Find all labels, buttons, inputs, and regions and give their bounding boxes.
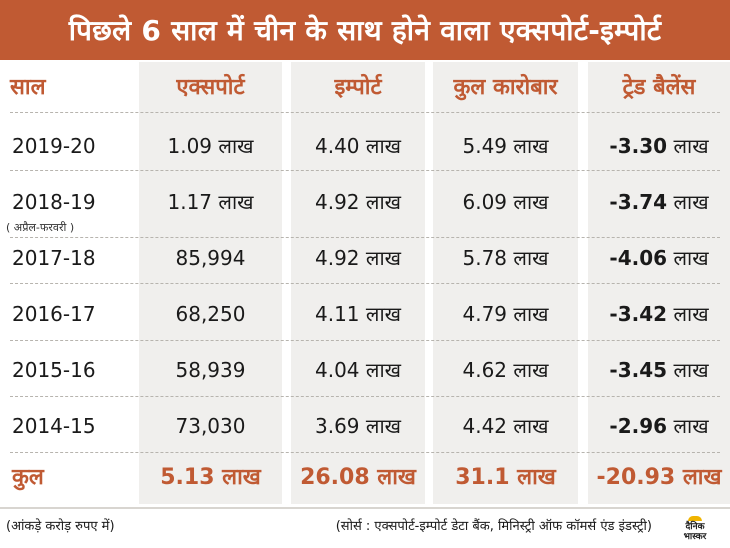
row-trade-balance: -4.06 लाख [588,238,730,278]
row-trade-balance: -3.30 लाख [588,126,730,166]
footer-divider [0,507,730,509]
total-trade-balance: -20.93 लाख [596,465,722,490]
row-year: 2014-15 [12,414,96,438]
row-total-trade: 5.78 लाख [462,246,549,270]
balance-sign: - [609,246,618,270]
balance-unit: लाख [667,134,709,158]
logo-line-2: भास्कर [683,532,707,542]
dainik-bhaskar-logo: दैनिक भास्कर [670,516,720,542]
header-total-trade: कुल कारोबार [453,75,558,100]
header-import: इम्पोर्ट [334,75,382,100]
page-title: पिछले 6 साल में चीन के साथ होने वाला एक्… [0,0,730,60]
unit-note: (आंकड़े करोड़ रुपए में) [6,519,115,534]
row-total-trade: 4.42 लाख [462,414,549,438]
balance-unit: लाख [667,302,709,326]
row-trade-balance: -3.45 लाख [588,350,730,390]
header-year: साल [10,75,46,100]
balance-sign: - [609,190,618,214]
total-trade-sum: 31.1 लाख [455,465,556,490]
balance-sign: - [609,302,618,326]
row-trade-balance: -2.96 लाख [588,406,730,446]
row-total-trade: 5.49 लाख [462,134,549,158]
row-import: 3.69 लाख [315,414,401,438]
total-row: कुल 5.13 लाख 26.08 लाख 31.1 लाख -20.93 ल… [0,451,730,505]
row-year: 2019-20 [12,134,96,158]
row-total-trade: 4.62 लाख [462,358,549,382]
balance-sign: - [609,134,618,158]
row-total-trade: 4.79 लाख [462,302,549,326]
row-trade-balance: -3.42 लाख [588,294,730,334]
balance-value: 3.42 [617,302,668,326]
row-divider [10,396,720,397]
row-divider [10,237,720,238]
row-export: 1.09 लाख [167,134,254,158]
total-import: 26.08 लाख [300,465,416,490]
header-export: एक्सपोर्ट [176,75,245,100]
row-import: 4.11 लाख [315,302,401,326]
logo-line-1: दैनिक [685,522,705,532]
balance-value: 4.06 [617,246,668,270]
row-import: 4.40 लाख [315,134,401,158]
row-year: 2018-19 [12,190,96,214]
balance-unit: लाख [667,246,709,270]
row-year: 2017-18 [12,246,96,270]
total-export: 5.13 लाख [160,465,261,490]
row-export: 85,994 [175,246,246,270]
balance-value: 3.45 [617,358,668,382]
row-year: 2015-16 [12,358,96,382]
row-import: 4.92 लाख [315,246,401,270]
row-export: 73,030 [175,414,246,438]
balance-sign: - [609,414,618,438]
row-trade-balance: -3.74 लाख [588,182,730,222]
row-divider [10,112,720,113]
balance-unit: लाख [667,190,709,214]
row-divider [10,283,720,284]
balance-unit: लाख [667,414,709,438]
balance-value: 3.74 [617,190,668,214]
balance-value: 3.30 [617,134,668,158]
trade-table: साल एक्सपोर्ट इम्पोर्ट कुल कारोबार ट्रेड… [0,62,730,504]
sun-icon [688,516,702,521]
row-import: 4.92 लाख [315,190,401,214]
header-trade-balance: ट्रेड बैलेंस [622,75,696,100]
row-divider [10,170,720,171]
row-divider [10,452,720,453]
row-year: 2016-17 [12,302,96,326]
row-export: 58,939 [175,358,246,382]
row-export: 68,250 [175,302,246,326]
total-label: कुल [12,465,44,490]
balance-sign: - [609,358,618,382]
balance-value: 2.96 [617,414,668,438]
source-note: (सोर्स : एक्सपोर्ट-इम्पोर्ट डेटा बैंक, म… [335,519,652,534]
balance-unit: लाख [667,358,709,382]
row-divider [10,340,720,341]
row-import: 4.04 लाख [315,358,401,382]
row-total-trade: 6.09 लाख [462,190,549,214]
row-period-note: ( अप्रैल-फरवरी ) [6,221,75,234]
row-export: 1.17 लाख [167,190,254,214]
